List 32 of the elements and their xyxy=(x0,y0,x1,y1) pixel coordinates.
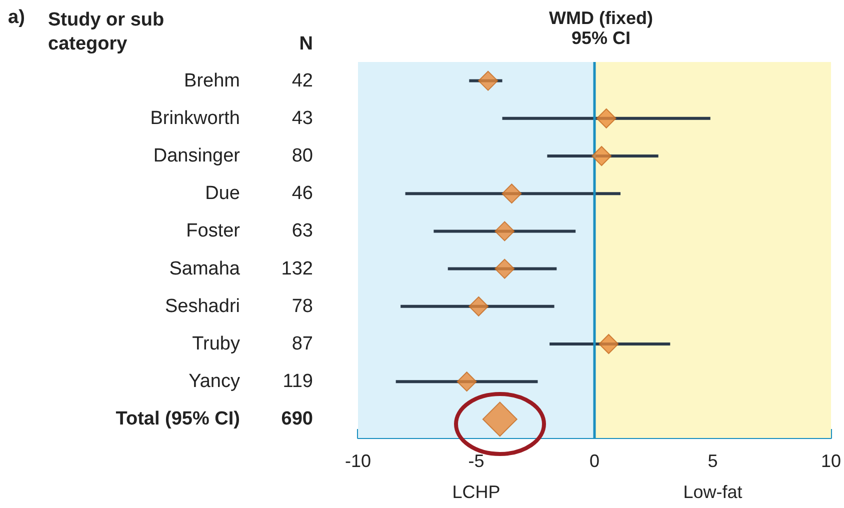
text: 78 xyxy=(292,296,313,317)
x-tick-label: -10 xyxy=(344,451,372,471)
text: 42 xyxy=(292,70,313,92)
text: 87 xyxy=(292,334,313,354)
x-tick-label: 0 xyxy=(589,451,600,471)
y-tick-label: Total (95% CI) xyxy=(116,408,240,430)
chart-title: WMD (fixed) xyxy=(549,8,653,28)
y-tick-label: Samaha xyxy=(169,258,240,280)
text: Low-fat xyxy=(683,482,742,502)
x-tick-label: -5 xyxy=(468,451,484,471)
x-tick-label: 10 xyxy=(820,451,842,471)
y-tick-label: Dansinger xyxy=(153,146,241,166)
text: 132 xyxy=(281,258,313,280)
y-tick-label: Foster xyxy=(186,220,241,242)
text: 690 xyxy=(281,408,313,430)
text: 43 xyxy=(292,108,313,129)
chart-subtitle: 95% CI xyxy=(571,28,631,48)
text: Study or sub category xyxy=(48,10,170,54)
y-tick-label: Due xyxy=(205,183,240,204)
text: LCHP xyxy=(452,482,500,502)
text: 46 xyxy=(292,183,313,204)
y-tick-label: Brehm xyxy=(184,70,240,92)
y-tick-label: Yancy xyxy=(188,371,240,392)
text: 80 xyxy=(292,146,313,166)
y-tick-label: Brinkworth xyxy=(150,108,240,129)
y-tick-label: Truby xyxy=(192,334,240,354)
text: a) xyxy=(8,7,25,28)
text: 119 xyxy=(282,371,313,392)
text: N xyxy=(299,34,313,54)
x-tick-label: 5 xyxy=(708,451,718,471)
text: 63 xyxy=(292,220,313,242)
y-tick-label: Seshadri xyxy=(165,296,240,317)
